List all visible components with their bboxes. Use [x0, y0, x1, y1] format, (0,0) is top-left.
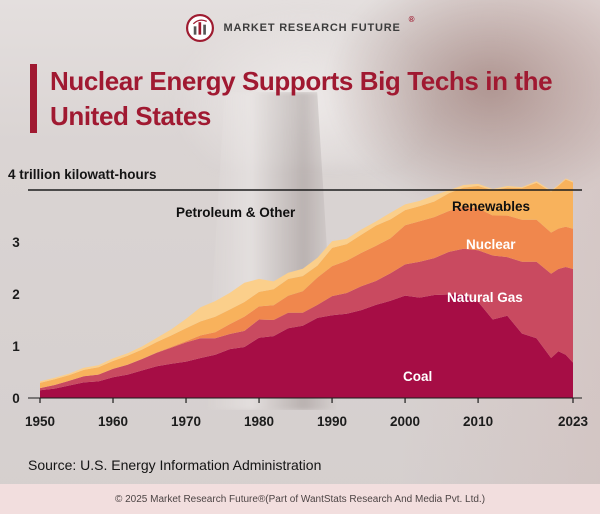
series-label-renewables: Renewables: [452, 199, 531, 214]
svg-text:0: 0: [12, 391, 20, 406]
brand-header: MARKET RESEARCH FUTURE ®: [0, 13, 600, 43]
svg-text:1960: 1960: [98, 414, 128, 429]
y-axis-unit-label: 4 trillion kilowatt-hours: [8, 167, 157, 182]
svg-text:3: 3: [12, 235, 20, 250]
title-accent-bar: [30, 64, 37, 133]
series-label-coal: Coal: [403, 369, 433, 384]
page-title: Nuclear Energy Supports Big Techs in the…: [50, 64, 553, 133]
svg-text:1970: 1970: [171, 414, 201, 429]
svg-text:1: 1: [12, 339, 20, 354]
mrf-logo-icon: [186, 13, 215, 42]
brand-name: MARKET RESEARCH FUTURE: [223, 22, 401, 34]
title-block: Nuclear Energy Supports Big Techs in the…: [30, 64, 586, 133]
title-line-1: Nuclear Energy Supports Big Techs in the: [50, 66, 553, 96]
registered-mark: ®: [408, 15, 415, 24]
source-text: Source: U.S. Energy Information Administ…: [28, 457, 322, 473]
title-line-2: United States: [50, 100, 211, 131]
smoke-cloud-image: [320, 0, 600, 215]
chart-svg: 1950 1960 1970 1980 1990 2000 2010 2023 0 1 2 3: [12, 178, 589, 429]
svg-text:2023: 2023: [558, 414, 589, 429]
series-label-nuclear: Nuclear: [466, 237, 516, 252]
series-label-natural-gas: Natural Gas: [447, 290, 523, 305]
series-label-petroleum-other: Petroleum & Other: [176, 205, 296, 220]
svg-text:1950: 1950: [25, 414, 55, 429]
svg-text:2000: 2000: [390, 414, 420, 429]
footer-bar: © 2025 Market Research Future®(Part of W…: [0, 484, 600, 514]
svg-text:2: 2: [12, 287, 20, 302]
svg-text:1980: 1980: [244, 414, 274, 429]
footer-text: © 2025 Market Research Future®(Part of W…: [114, 493, 486, 505]
svg-text:1990: 1990: [317, 414, 347, 429]
svg-text:2010: 2010: [463, 414, 493, 429]
